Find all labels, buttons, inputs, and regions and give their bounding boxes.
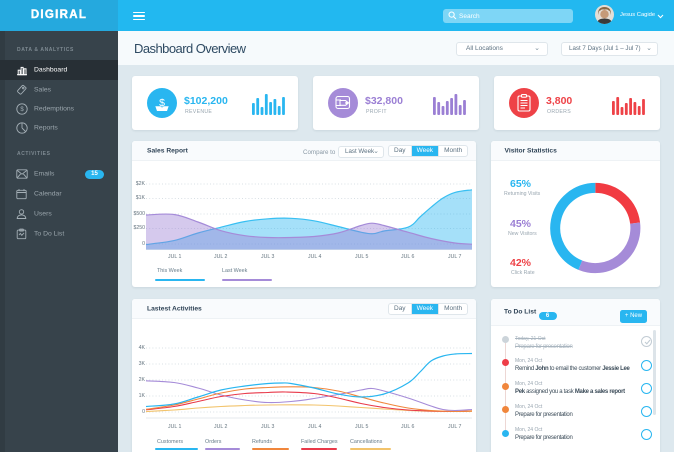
svg-text:$: $ (20, 107, 24, 113)
svg-text:$: $ (159, 97, 165, 109)
